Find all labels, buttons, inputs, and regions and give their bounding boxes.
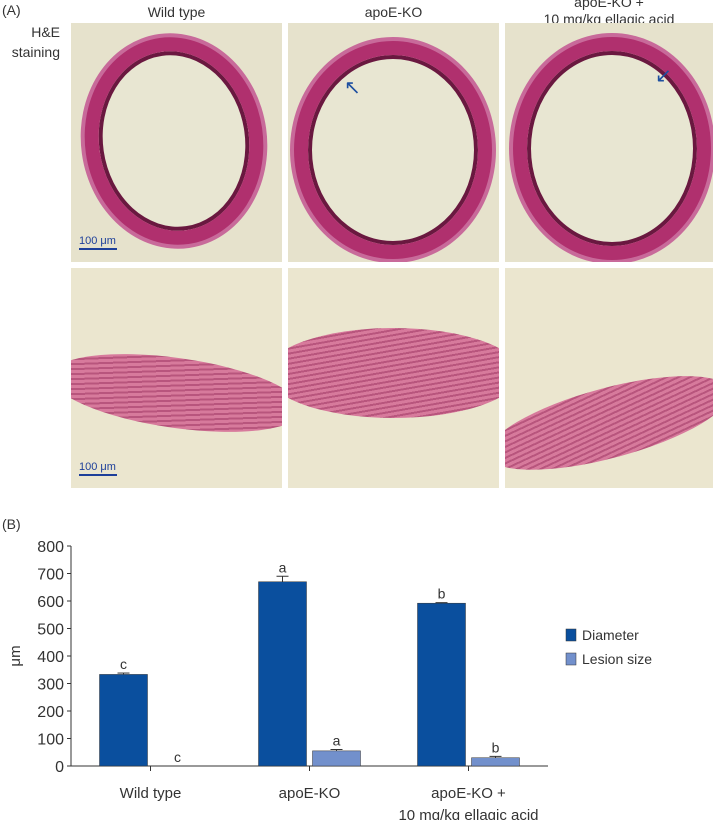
y-axis-label: μm [7, 645, 24, 666]
x-tick-label: apoE-KO + [431, 785, 506, 802]
micrograph-apoe-ko-cross-section: ↖ [288, 23, 499, 262]
legend-swatch [565, 652, 577, 666]
y-tick-label: 200 [37, 704, 64, 721]
significance-letter: a [333, 733, 341, 749]
legend-label: Lesion size [582, 651, 652, 667]
legend-swatch [565, 628, 577, 642]
bar-lesion-size [312, 750, 361, 767]
scale-bar: 100 μm [79, 235, 117, 250]
significance-letter: b [492, 739, 500, 755]
x-tick-label: Wild type [120, 785, 182, 802]
arrow-icon: ↙ [655, 65, 672, 87]
row-label: H&E staining [11, 24, 60, 60]
y-tick-label: 600 [37, 594, 64, 611]
bar-diameter [99, 674, 148, 767]
header-line-1: apoE-KO + [574, 0, 644, 10]
y-tick-label: 800 [37, 539, 64, 556]
micrograph-apoe-ko-ea-wall [505, 268, 713, 488]
column-header-wild-type: Wild type [147, 4, 206, 20]
significance-letter: c [174, 749, 181, 765]
y-tick-label: 100 [37, 732, 64, 749]
scale-bar: 100 μm [79, 461, 117, 476]
micrograph-apoe-ko-ea-cross-section: ↙ [505, 23, 713, 262]
significance-letter: c [120, 656, 127, 672]
column-header-apoe-ko: apoE-KO [364, 4, 423, 20]
bar-lesion-size [471, 757, 520, 767]
y-tick-label: 0 [55, 759, 64, 776]
y-tick-label: 400 [37, 649, 64, 666]
x-tick-label: 10 mg/kg ellagic acid [398, 807, 538, 820]
legend-label: Diameter [582, 627, 639, 643]
micrograph-wild-type-wall: 100 μm [71, 268, 282, 488]
significance-letter: b [438, 586, 446, 602]
y-tick-label: 700 [37, 567, 64, 584]
micrograph-wild-type-cross-section: 100 μm [71, 23, 282, 262]
bar-chart: 0 100 200 300 400 500 600 700 800 μm Wild type c c ap… [7, 539, 652, 820]
bar-diameter [258, 581, 307, 767]
bar-diameter [417, 602, 466, 767]
arrow-icon: ↖ [344, 77, 361, 99]
micrograph-apoe-ko-wall [288, 268, 499, 488]
y-tick-label: 300 [37, 677, 64, 694]
x-tick-label: apoE-KO [279, 785, 341, 802]
significance-letter: a [279, 559, 287, 575]
y-tick-label: 500 [37, 622, 64, 639]
panel-a-label: (A) [2, 2, 21, 18]
panel-b-label: (B) [2, 516, 21, 532]
